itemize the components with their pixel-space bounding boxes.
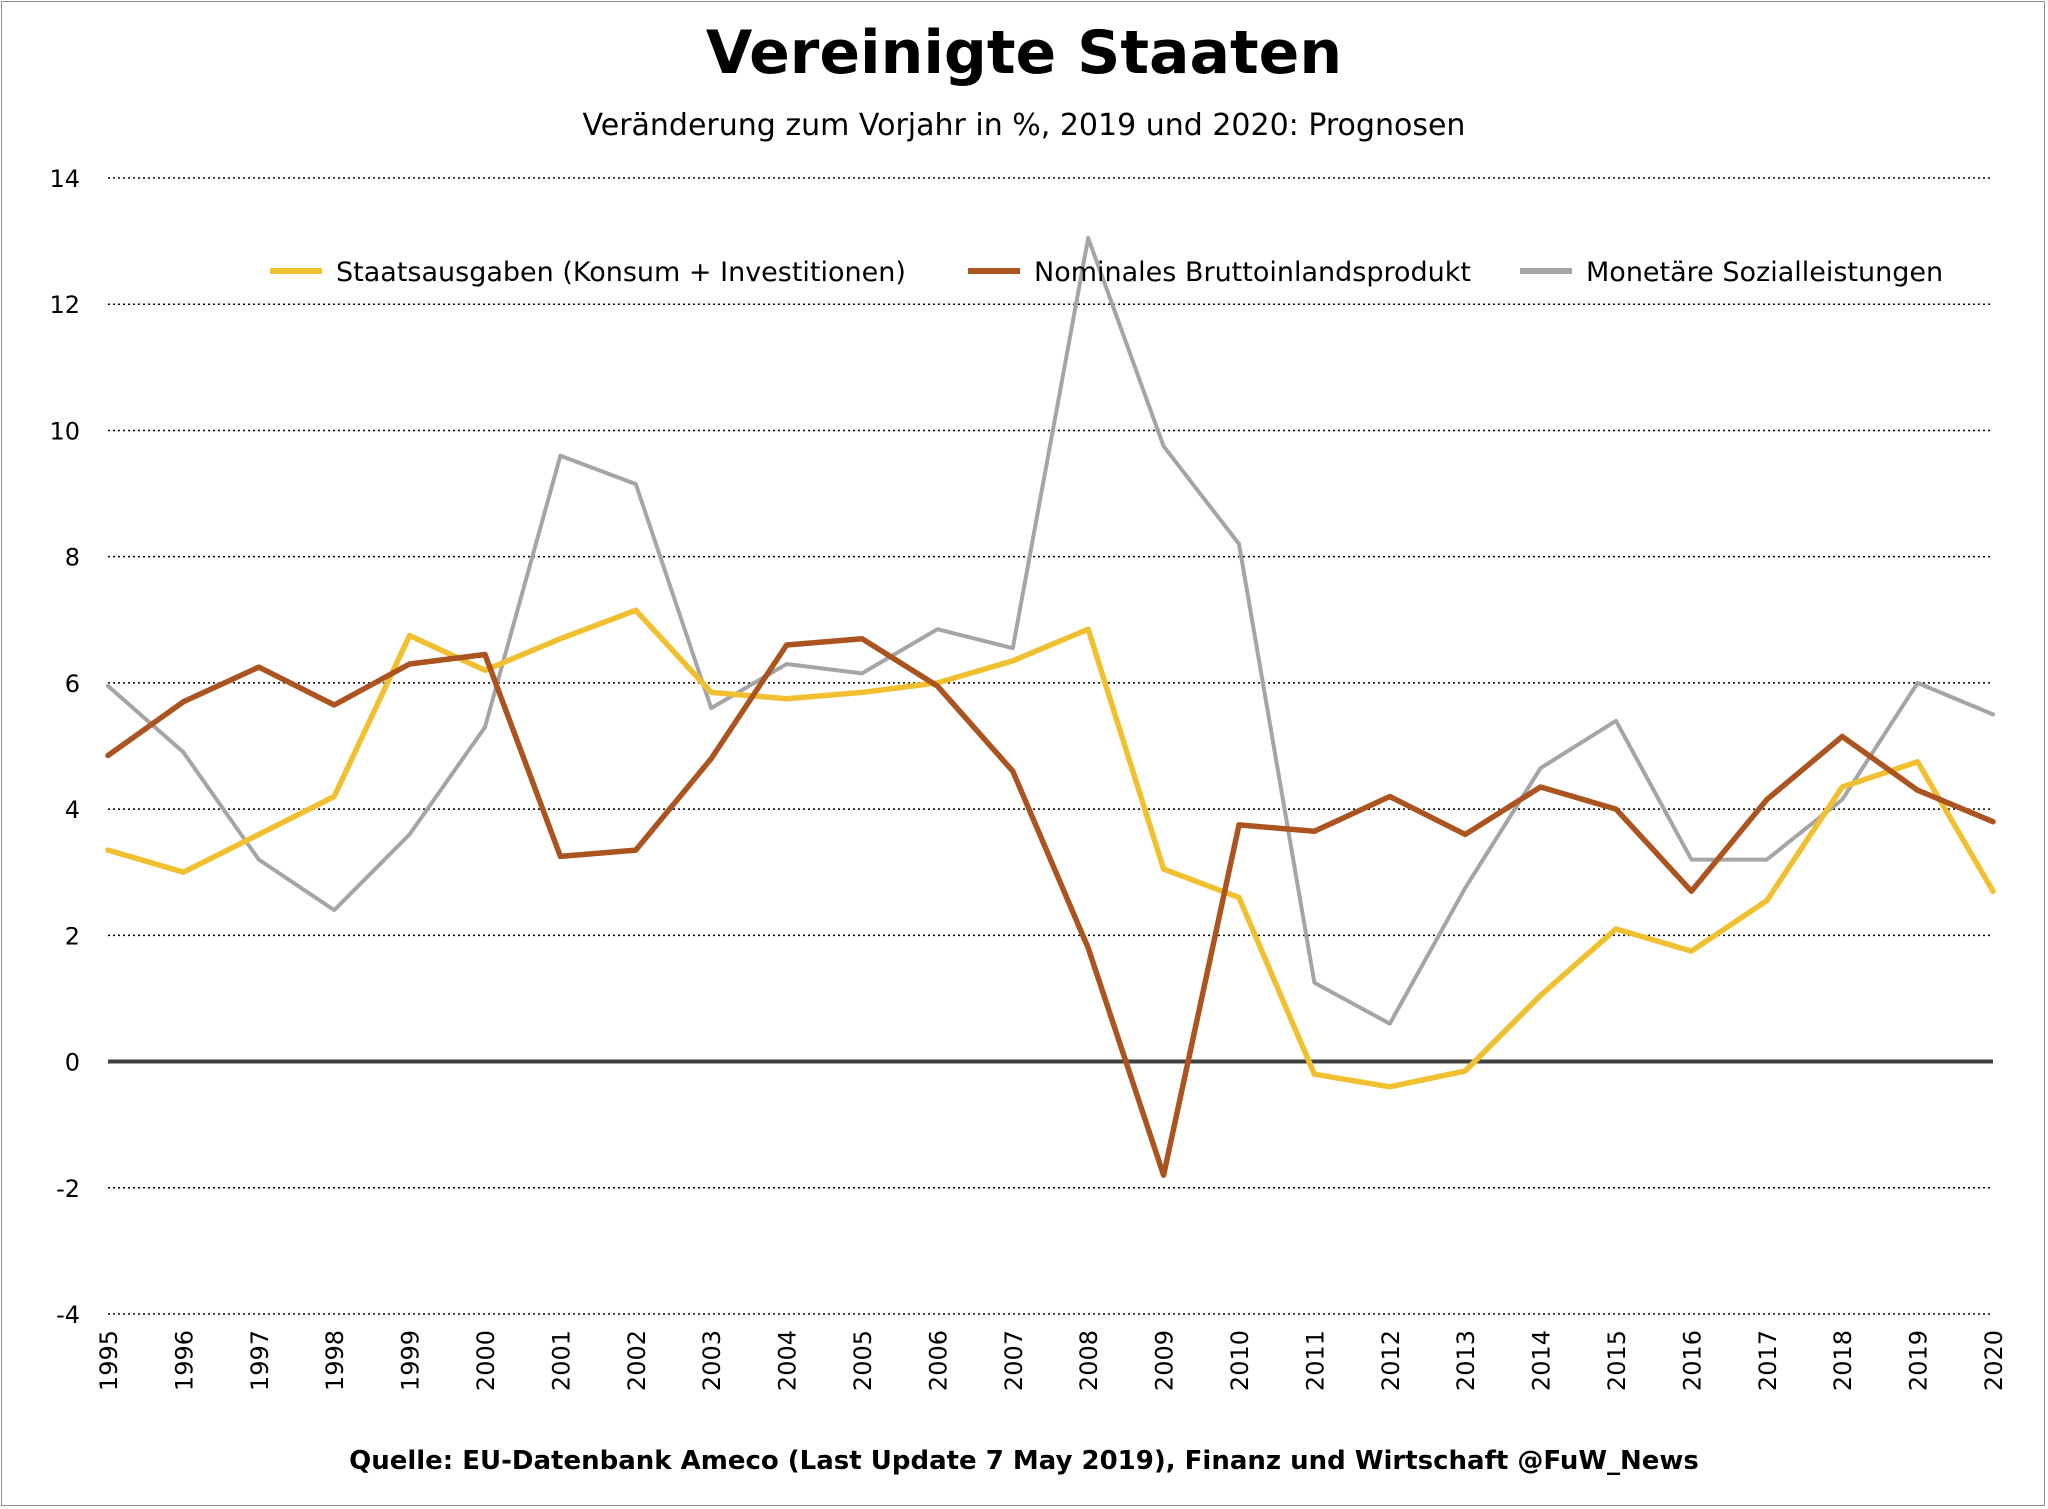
chart-title: Vereinigte Staaten [705, 18, 1343, 88]
x-tick-label: 2008 [1075, 1330, 1103, 1391]
legend-label: Staatsausgaben (Konsum + Investitionen) [336, 257, 906, 288]
series-line-2 [105, 635, 1996, 1178]
x-tick-label: 1999 [397, 1330, 425, 1391]
x-tick-label: 2005 [849, 1330, 877, 1391]
x-tick-label: 2020 [1980, 1330, 2008, 1391]
x-tick-label: 2000 [472, 1330, 500, 1391]
x-tick-label: 2011 [1301, 1330, 1329, 1391]
x-tick-label: 2003 [698, 1330, 726, 1391]
gridlines [108, 177, 1993, 1315]
series-lines [105, 236, 1996, 1178]
x-tick-label: 2009 [1151, 1330, 1179, 1391]
x-tick-label: 2004 [774, 1330, 802, 1391]
x-tick-label: 2012 [1377, 1330, 1405, 1391]
y-tick-label: -2 [56, 1175, 80, 1203]
x-tick-label: 2002 [623, 1330, 651, 1391]
x-tick-label: 1997 [246, 1330, 274, 1391]
x-tick-label: 2014 [1528, 1330, 1556, 1391]
series-line-1 [105, 607, 1996, 1090]
legend-label: Monetäre Sozialleistungen [1586, 257, 1943, 288]
x-tick-label: 1996 [170, 1330, 198, 1391]
chart-subtitle: Veränderung zum Vorjahr in %, 2019 und 2… [582, 108, 1466, 143]
x-tick-label: 2017 [1754, 1330, 1782, 1391]
x-axis-ticks: 1995 1996 1997 1998 1999 2000 2001 2002 2003 2004… [95, 1330, 2008, 1391]
y-tick-label: -4 [56, 1301, 80, 1329]
y-tick-label: 2 [65, 922, 80, 950]
x-tick-label: 2016 [1678, 1330, 1706, 1391]
legend: Staatsausgaben (Konsum + Investitionen) N… [270, 257, 1943, 288]
y-tick-label: 0 [65, 1049, 80, 1077]
x-tick-label: 2001 [547, 1330, 575, 1391]
x-tick-label: 2015 [1603, 1330, 1631, 1391]
y-tick-label: 12 [49, 291, 80, 319]
x-tick-label: 2013 [1452, 1330, 1480, 1391]
y-tick-label: 10 [49, 417, 80, 445]
y-axis-ticks: -4 -2 0 2 4 6 8 10 12 14 [49, 165, 80, 1329]
x-tick-label: 1998 [321, 1330, 349, 1391]
y-tick-label: 8 [65, 544, 80, 572]
x-tick-label: 2010 [1226, 1330, 1254, 1391]
y-tick-label: 4 [65, 796, 80, 824]
x-tick-label: 2007 [1000, 1330, 1028, 1391]
x-tick-label: 2019 [1905, 1330, 1933, 1391]
legend-label: Nominales Bruttoinlandsprodukt [1034, 257, 1471, 288]
x-tick-label: 1995 [95, 1330, 123, 1391]
x-tick-label: 2018 [1829, 1330, 1857, 1391]
y-tick-label: 14 [49, 165, 80, 193]
series-line-3 [106, 236, 1995, 1026]
x-tick-label: 2006 [924, 1330, 952, 1391]
chart-source: Quelle: EU-Datenbank Ameco (Last Update … [349, 1446, 1699, 1476]
y-tick-label: 6 [65, 670, 80, 698]
